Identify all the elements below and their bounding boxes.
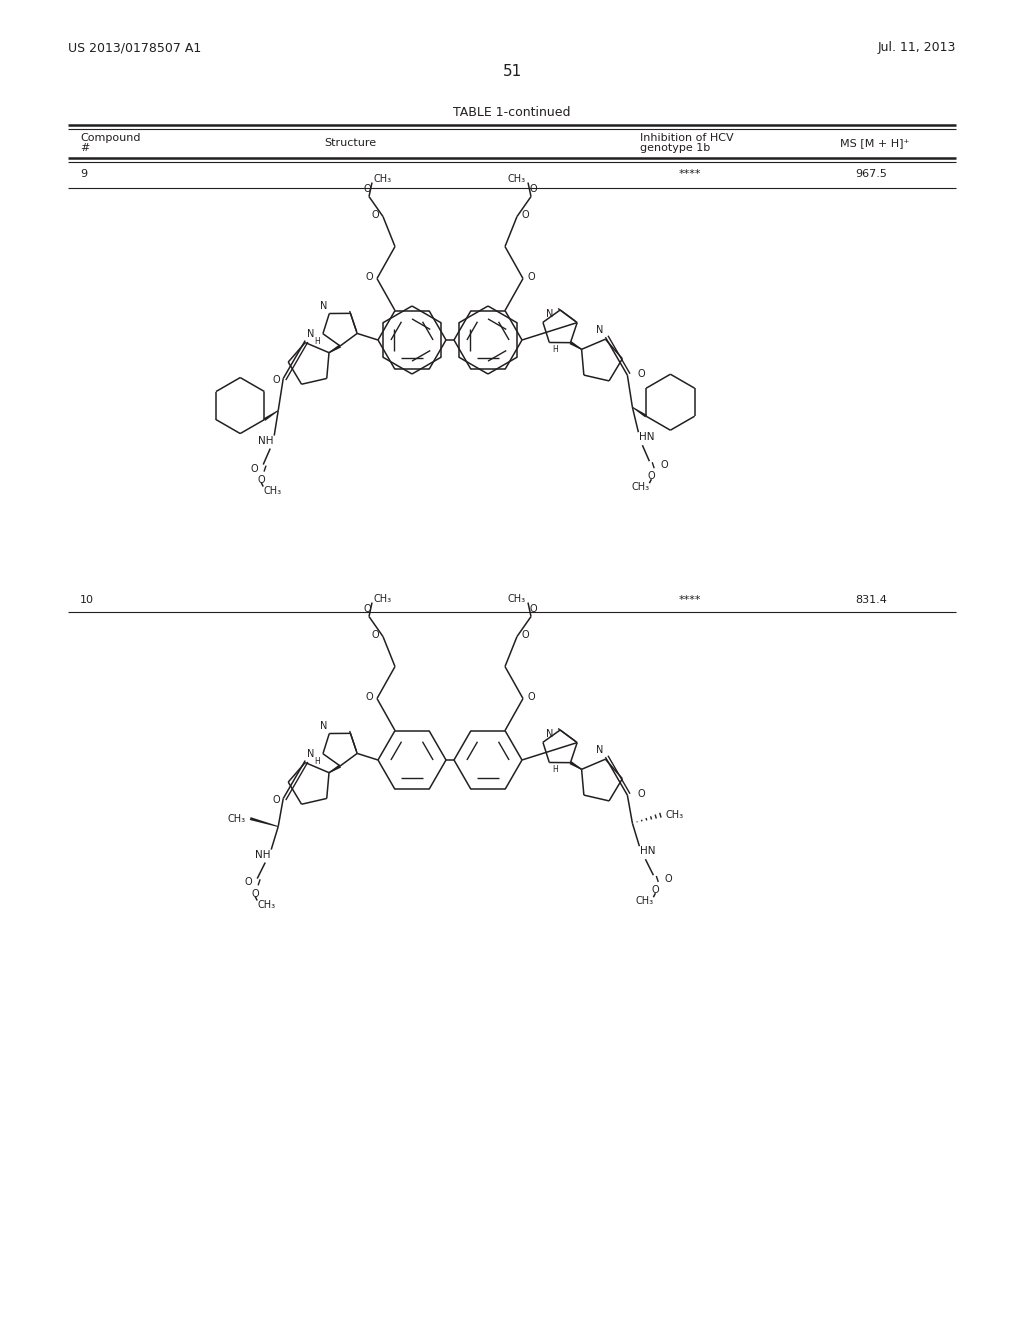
Text: 10: 10: [80, 595, 94, 605]
Text: H: H: [552, 766, 558, 775]
Text: O: O: [638, 368, 645, 379]
Text: MS [M + H]⁺: MS [M + H]⁺: [840, 139, 909, 148]
Text: O: O: [252, 888, 259, 899]
Polygon shape: [329, 764, 341, 774]
Text: CH₃: CH₃: [257, 899, 275, 909]
Text: O: O: [251, 463, 258, 474]
Text: O: O: [647, 471, 655, 482]
Text: HN: HN: [639, 432, 654, 442]
Text: O: O: [529, 183, 537, 194]
Text: US 2013/0178507 A1: US 2013/0178507 A1: [68, 41, 202, 54]
Text: CH₃: CH₃: [374, 594, 392, 603]
Text: CH₃: CH₃: [263, 486, 282, 495]
Text: O: O: [527, 692, 535, 701]
Text: O: O: [527, 272, 535, 281]
Polygon shape: [329, 345, 341, 354]
Text: N: N: [319, 301, 328, 310]
Text: O: O: [245, 878, 252, 887]
Text: 51: 51: [503, 65, 521, 79]
Text: O: O: [272, 375, 280, 385]
Text: ****: ****: [679, 595, 701, 605]
Text: CH₃: CH₃: [631, 482, 649, 492]
Text: CH₃: CH₃: [508, 594, 526, 603]
Text: H: H: [552, 346, 558, 355]
Text: H: H: [314, 337, 319, 346]
Text: HN: HN: [640, 846, 655, 857]
Text: CH₃: CH₃: [508, 173, 526, 183]
Text: O: O: [366, 692, 373, 701]
Text: 831.4: 831.4: [855, 595, 887, 605]
Text: TABLE 1-continued: TABLE 1-continued: [454, 106, 570, 119]
Text: 967.5: 967.5: [855, 169, 887, 180]
Text: N: N: [596, 746, 603, 755]
Text: CH₃: CH₃: [635, 896, 653, 907]
Text: O: O: [529, 603, 537, 614]
Text: Inhibition of HCV: Inhibition of HCV: [640, 133, 733, 143]
Text: O: O: [665, 874, 672, 884]
Text: O: O: [521, 630, 528, 640]
Text: N: N: [596, 325, 603, 335]
Text: O: O: [272, 795, 280, 805]
Polygon shape: [263, 411, 279, 421]
Polygon shape: [632, 407, 647, 417]
Text: O: O: [366, 272, 373, 281]
Text: CH₃: CH₃: [374, 173, 392, 183]
Text: CH₃: CH₃: [227, 813, 245, 824]
Text: #: #: [80, 143, 89, 153]
Text: NH: NH: [258, 436, 274, 446]
Text: N: N: [307, 748, 314, 759]
Text: Jul. 11, 2013: Jul. 11, 2013: [878, 41, 956, 54]
Text: O: O: [257, 475, 265, 484]
Text: O: O: [651, 886, 659, 895]
Text: N: N: [546, 309, 553, 319]
Text: 9: 9: [80, 169, 87, 180]
Text: O: O: [660, 461, 668, 470]
Text: CH₃: CH₃: [666, 810, 683, 820]
Text: N: N: [307, 329, 314, 338]
Text: O: O: [371, 210, 379, 219]
Text: N: N: [546, 729, 553, 739]
Text: O: O: [371, 630, 379, 640]
Text: O: O: [521, 210, 528, 219]
Text: genotype 1b: genotype 1b: [640, 143, 711, 153]
Polygon shape: [569, 341, 582, 350]
Text: O: O: [364, 603, 371, 614]
Text: N: N: [319, 721, 328, 730]
Polygon shape: [569, 762, 582, 770]
Text: O: O: [364, 183, 371, 194]
Text: Compound: Compound: [80, 133, 140, 143]
Text: NH: NH: [255, 850, 271, 859]
Text: Structure: Structure: [324, 139, 376, 148]
Text: ****: ****: [679, 169, 701, 180]
Text: O: O: [638, 789, 645, 799]
Polygon shape: [250, 817, 279, 828]
Text: H: H: [314, 756, 319, 766]
